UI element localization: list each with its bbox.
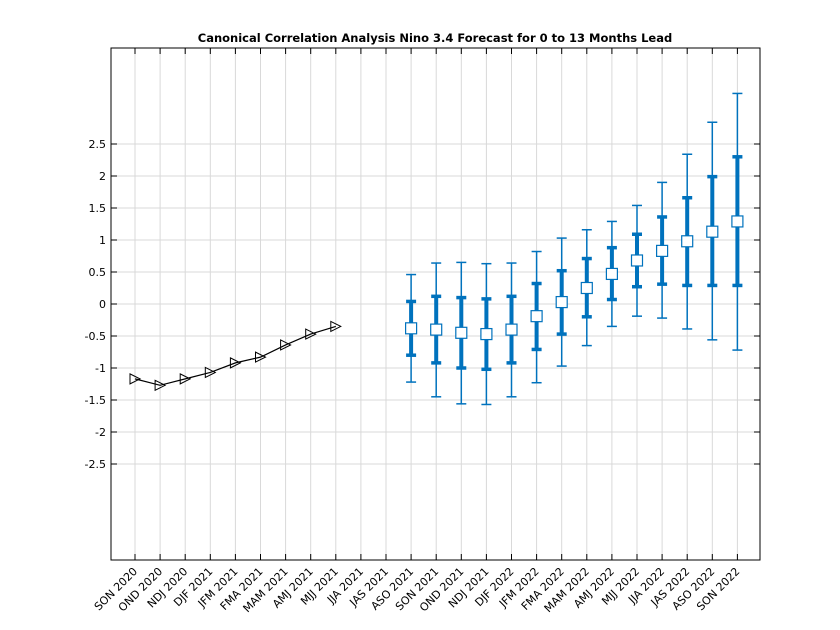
observed-marker: [204, 366, 217, 379]
forecast-marker: [605, 267, 619, 281]
forecast-marker: [706, 225, 719, 238]
y-tick-label: -2.5: [85, 458, 106, 471]
forecast-marker: [480, 327, 493, 341]
forecast-marker: [505, 323, 518, 336]
observed-marker: [179, 373, 192, 385]
y-axis-ticks: -2.5 -2 -1.5 -1 -0.5 0 0.5 1 1.5 2 2.5: [85, 138, 760, 471]
observed-marker: [154, 379, 167, 392]
y-tick-label: 0.5: [89, 266, 107, 279]
forecast-marker: [731, 215, 744, 228]
chart-title: Canonical Correlation Analysis Nino 3.4 …: [198, 31, 672, 45]
forecast-marker: [630, 254, 644, 267]
y-tick-label: -0.5: [85, 330, 106, 343]
observed-marker: [129, 373, 142, 385]
y-tick-label: 0: [99, 298, 106, 311]
y-tick-label: -1.5: [85, 394, 106, 407]
forecast-marker: [405, 322, 418, 335]
observed-line: [134, 325, 336, 386]
forecast-marker: [555, 295, 568, 309]
observed-marker: [255, 351, 267, 363]
observed-marker: [280, 339, 292, 351]
observed-marker: [229, 357, 242, 369]
y-tick-label: -1: [95, 362, 106, 375]
forecast-marker: [655, 244, 669, 257]
forecast-marker: [580, 281, 593, 295]
forecast-marker: [681, 235, 694, 248]
forecast-marker: [530, 310, 543, 323]
y-tick-label: 2: [99, 170, 106, 183]
plot-frame: [110, 47, 761, 561]
y-tick-label: 2.5: [89, 138, 107, 151]
observed-series: [129, 320, 342, 392]
y-tick-label: 1.5: [89, 202, 107, 215]
forecast-series: [405, 92, 744, 406]
y-tick-label: -2: [95, 426, 106, 439]
y-tick-label: 1: [99, 234, 106, 247]
observed-marker: [330, 320, 342, 333]
observed-marker: [305, 328, 317, 340]
forecast-marker: [455, 326, 468, 339]
forecast-marker: [430, 323, 443, 336]
